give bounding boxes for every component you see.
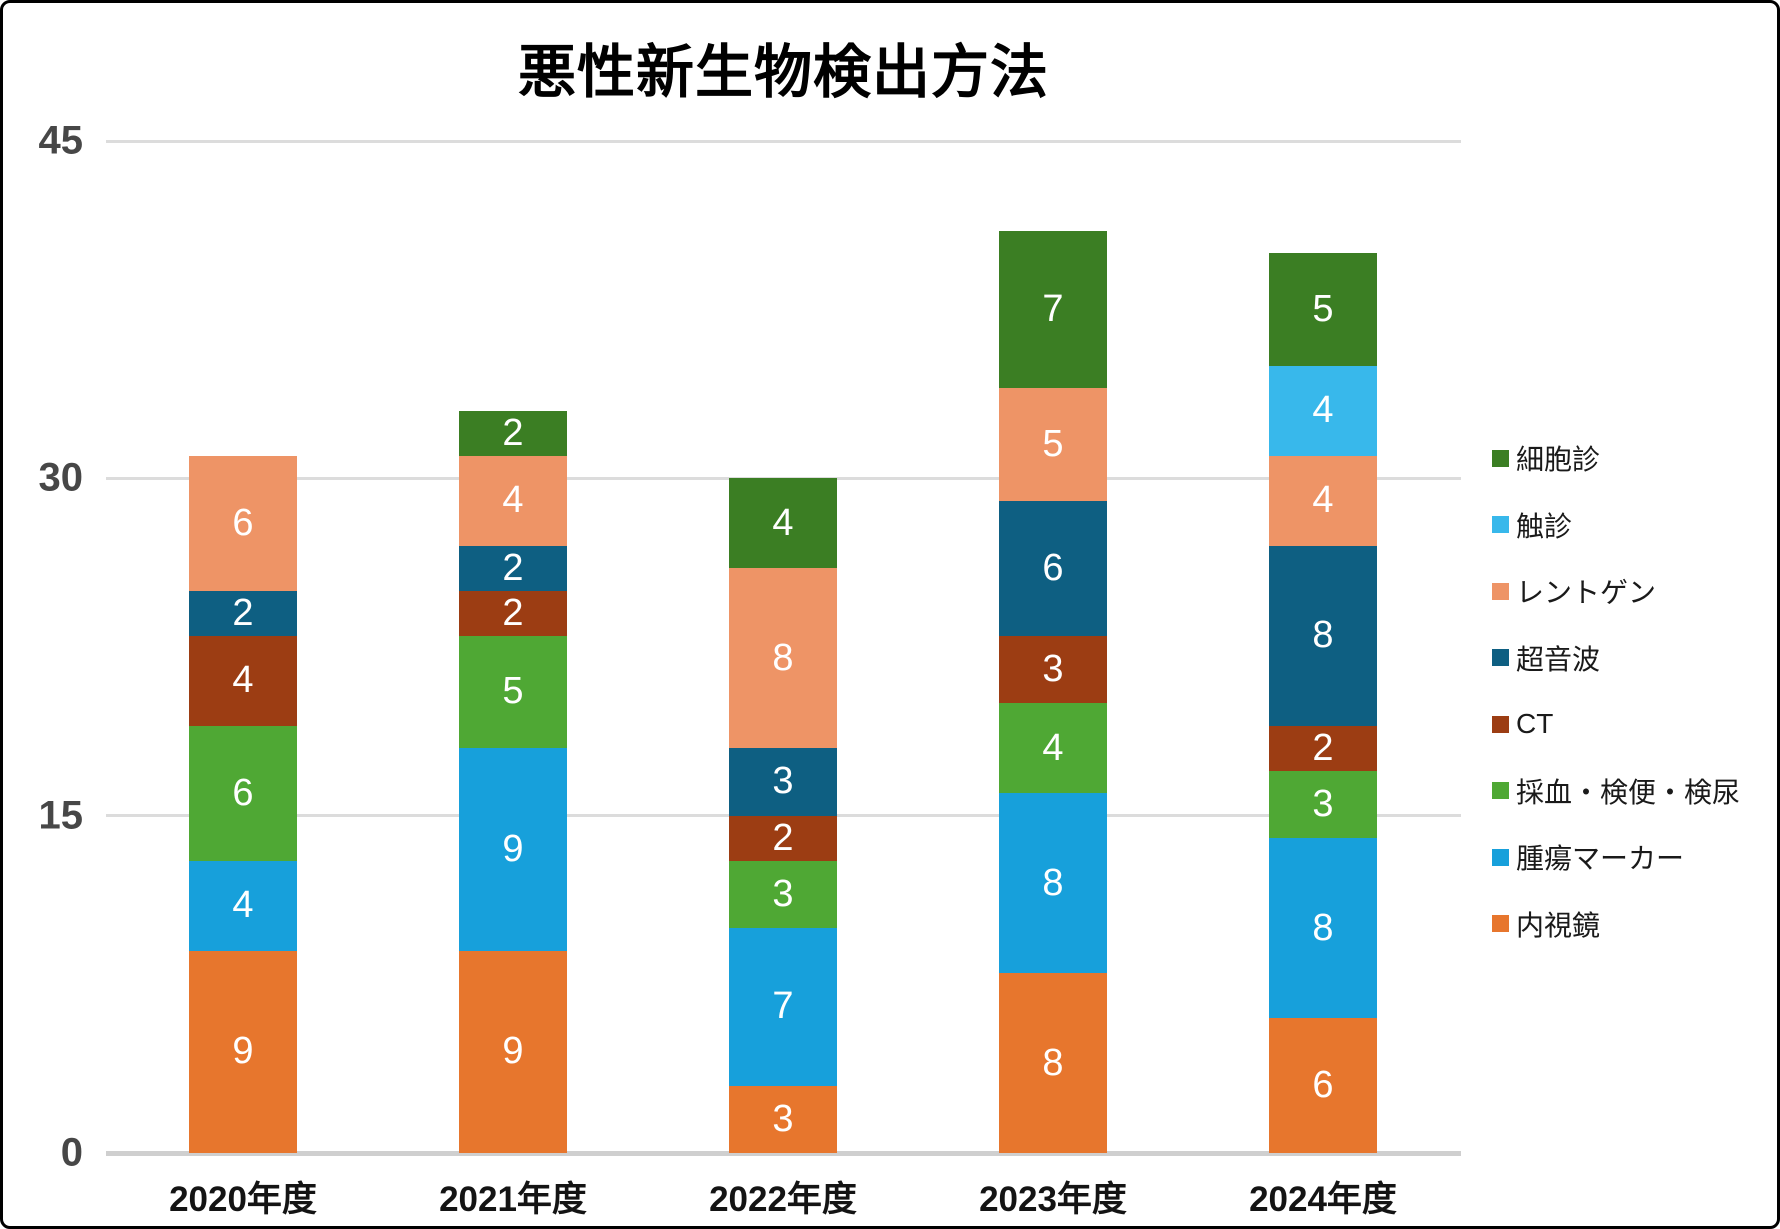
bar-segment-レントゲン: 8 — [729, 568, 837, 749]
bar-segment-腫瘍マーカー: 8 — [1269, 838, 1377, 1019]
bar-segment-採血・検便・検尿: 3 — [1269, 770, 1377, 839]
legend-label: 内視鏡 — [1516, 909, 1601, 941]
legend-label: 超音波 — [1516, 643, 1601, 675]
bar-segment-CT: 4 — [189, 635, 297, 726]
legend-item-レントゲン: レントゲン — [1492, 574, 1656, 608]
bar-segment-腫瘍マーカー: 7 — [729, 928, 837, 1086]
legend-label: レントゲン — [1516, 577, 1657, 608]
bar-segment-細胞診: 4 — [729, 478, 837, 569]
bar-segment-腫瘍マーカー: 4 — [189, 860, 297, 951]
bar-segment-腫瘍マーカー: 9 — [459, 748, 567, 951]
legend-item-細胞診: 細胞診 — [1492, 441, 1600, 475]
y-axis-tick-label: 0 — [60, 1130, 83, 1175]
legend-item-触診: 触診 — [1492, 508, 1572, 542]
legend-item-採血・検便・検尿: 採血・検便・検尿 — [1492, 774, 1740, 808]
bar-segment-レントゲン: 4 — [1269, 455, 1377, 546]
legend-label: 腫瘍マーカー — [1516, 843, 1685, 874]
bar-segment-超音波: 6 — [999, 500, 1107, 636]
legend-swatch-icon — [1492, 582, 1509, 600]
legend-item-CT: CT — [1492, 707, 1553, 741]
bar-segment-採血・検便・検尿: 5 — [459, 635, 567, 749]
legend-label: 触診 — [1516, 510, 1573, 542]
legend-swatch-icon — [1492, 516, 1509, 533]
x-axis-category-label: 2023年度 — [979, 1180, 1127, 1219]
legend-item-超音波: 超音波 — [1492, 641, 1600, 675]
gridline-y45 — [106, 139, 1461, 143]
bar-segment-内視鏡: 9 — [459, 950, 567, 1153]
bar-segment-内視鏡: 3 — [729, 1085, 837, 1153]
bar-segment-採血・検便・検尿: 3 — [729, 860, 837, 929]
bar-segment-採血・検便・検尿: 6 — [189, 725, 297, 861]
legend-label: 細胞診 — [1516, 444, 1601, 475]
bar-segment-採血・検便・検尿: 4 — [999, 703, 1107, 794]
x-axis-category-label: 2020年度 — [169, 1180, 317, 1219]
bar-segment-内視鏡: 6 — [1269, 1018, 1377, 1153]
x-axis-line — [106, 1151, 1461, 1156]
bar-segment-レントゲン: 6 — [189, 455, 297, 591]
legend-label: 採血・検便・検尿 — [1516, 776, 1741, 808]
bar-segment-レントゲン: 5 — [999, 388, 1107, 501]
legend-swatch-icon — [1492, 449, 1509, 467]
legend-item-腫瘍マーカー: 腫瘍マーカー — [1492, 840, 1684, 874]
bar-segment-レントゲン: 4 — [459, 455, 567, 546]
y-axis-tick-label: 15 — [38, 793, 84, 838]
legend-swatch-icon — [1492, 715, 1509, 733]
legend-label: CT — [1516, 708, 1554, 739]
legend-item-内視鏡: 内視鏡 — [1492, 907, 1600, 941]
legend-swatch-icon — [1492, 782, 1509, 799]
bar-segment-超音波: 8 — [1269, 545, 1377, 726]
bar-segment-細胞診: 7 — [999, 230, 1107, 389]
legend-swatch-icon — [1492, 848, 1509, 866]
bar-segment-超音波: 2 — [459, 545, 567, 591]
bar-segment-CT: 2 — [1269, 725, 1377, 771]
bar-segment-細胞診: 5 — [1269, 253, 1377, 366]
bar-segment-内視鏡: 9 — [189, 950, 297, 1153]
bar-segment-CT: 2 — [459, 590, 567, 636]
legend-swatch-icon — [1492, 915, 1509, 932]
x-axis-category-label: 2021年度 — [439, 1180, 587, 1219]
bar-segment-超音波: 2 — [189, 590, 297, 636]
bar-segment-CT: 2 — [729, 815, 837, 861]
bar-segment-内視鏡: 8 — [999, 973, 1107, 1153]
y-axis-tick-label: 45 — [38, 118, 84, 163]
x-axis-category-label: 2024年度 — [1249, 1180, 1397, 1219]
bar-segment-超音波: 3 — [729, 748, 837, 816]
y-axis-tick-label: 30 — [38, 455, 84, 500]
bar-segment-触診: 4 — [1269, 365, 1377, 456]
bar-segment-腫瘍マーカー: 8 — [999, 793, 1107, 974]
legend-swatch-icon — [1492, 649, 1509, 666]
chart-title: 悪性新生物検出方法 — [517, 40, 1049, 105]
bar-segment-細胞診: 2 — [459, 410, 567, 456]
x-axis-category-label: 2022年度 — [709, 1180, 857, 1219]
bar-segment-CT: 3 — [999, 635, 1107, 704]
